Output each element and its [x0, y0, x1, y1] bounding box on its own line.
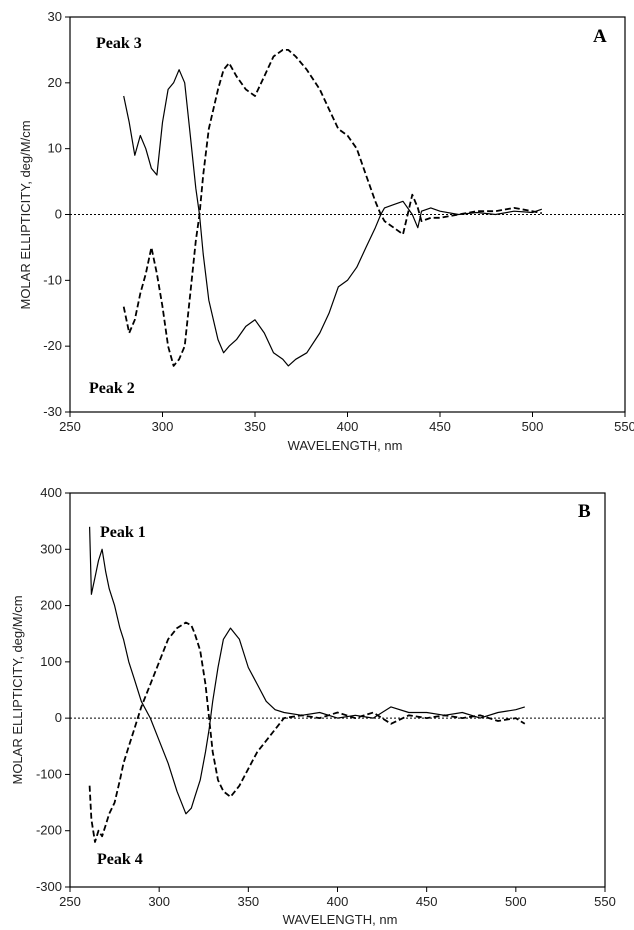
y-tick-label: -30 — [43, 404, 62, 419]
y-tick-label: 0 — [55, 207, 62, 222]
y-tick-label: -300 — [36, 879, 62, 894]
y-axis-b: -300 -200 -100 0 100 200 300 400 — [36, 485, 70, 894]
y-tick-label: 10 — [48, 141, 62, 156]
y-axis-a: -30 -20 -10 0 10 20 30 — [43, 9, 70, 419]
y-tick-label: 300 — [40, 541, 62, 556]
y-tick-label: -20 — [43, 338, 62, 353]
y-tick-label: 30 — [48, 9, 62, 24]
chart-panel-a: -30 -20 -10 0 10 20 30 250 300 350 400 450 500 550 A… — [18, 9, 634, 453]
x-tick-label: 450 — [429, 419, 451, 434]
y-tick-label: 0 — [55, 710, 62, 725]
y-axis-title-b: MOLAR ELLIPTICITY, deg/M/cm — [10, 595, 25, 784]
series-label-peak-4: Peak 4 — [97, 851, 143, 868]
x-axis-title-b: WAVELENGTH, nm — [283, 912, 398, 927]
y-tick-label: -200 — [36, 823, 62, 838]
x-tick-label: 550 — [594, 894, 616, 909]
x-tick-label: 250 — [59, 894, 81, 909]
x-tick-label: 500 — [505, 894, 527, 909]
series-label-peak-1: Peak 1 — [100, 524, 146, 541]
series-line-peak-3 — [123, 69, 543, 367]
x-tick-label: 350 — [237, 894, 259, 909]
series-line-peak-1 — [89, 526, 525, 815]
x-tick-label: 450 — [416, 894, 438, 909]
y-tick-label: 20 — [48, 75, 62, 90]
chart-panel-b: -300 -200 -100 0 100 200 300 400 250 300 350 400 45… — [10, 485, 616, 927]
y-tick-label: 200 — [40, 598, 62, 613]
x-tick-label: 400 — [327, 894, 349, 909]
x-tick-label: 250 — [59, 419, 81, 434]
panel-letter-a: A — [593, 26, 607, 47]
x-axis-title-a: WAVELENGTH, nm — [288, 438, 403, 453]
series-line-peak-2 — [122, 49, 542, 367]
series-group-b — [88, 526, 526, 843]
series-label-peak-2: Peak 2 — [89, 380, 135, 397]
x-tick-label: 300 — [152, 419, 174, 434]
series-line-peak-4 — [88, 621, 526, 843]
y-tick-label: 100 — [40, 654, 62, 669]
y-axis-title-a: MOLAR ELLIPTICITY, deg/M/cm — [18, 120, 33, 309]
x-tick-label: 400 — [337, 419, 359, 434]
plot-frame-b — [69, 492, 606, 888]
x-tick-label: 500 — [522, 419, 544, 434]
y-tick-label: -100 — [36, 766, 62, 781]
x-tick-label: 300 — [148, 894, 170, 909]
y-tick-label: -10 — [43, 272, 62, 287]
panel-letter-b: B — [578, 501, 591, 522]
x-axis-a: 250 300 350 400 450 500 550 — [59, 412, 634, 434]
x-axis-b: 250 300 350 400 450 500 550 — [59, 887, 616, 909]
series-label-peak-3: Peak 3 — [96, 35, 142, 52]
x-tick-label: 350 — [244, 419, 266, 434]
x-tick-label: 550 — [614, 419, 634, 434]
series-group-a — [122, 49, 543, 367]
y-tick-label: 400 — [40, 485, 62, 500]
